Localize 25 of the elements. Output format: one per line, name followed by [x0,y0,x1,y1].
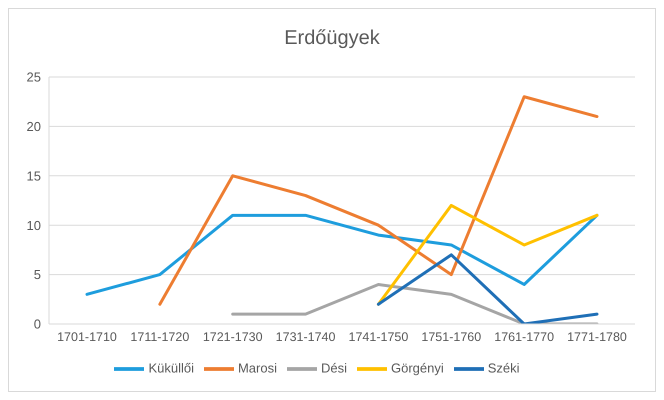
line-series [86,214,598,296]
y-tick-label: 20 [26,119,41,134]
legend-label: Széki [488,360,520,376]
x-tick-label: 1731-1740 [276,330,336,344]
line-series [231,282,598,324]
x-tick-label: 1761-1770 [494,330,554,344]
x-tick-label: 1711-1720 [130,330,190,344]
legend-label: Küküllői [148,360,194,376]
y-tick-label: 15 [26,168,41,184]
line-series [376,253,598,324]
x-tick-label: 1751-1760 [421,330,482,344]
legend-label: Marosi [238,360,277,376]
y-tick-label: 5 [34,267,41,282]
x-tick-label: 1701-1710 [57,330,117,344]
x-tick-label: 1741-1750 [348,330,408,344]
y-tick-label: 0 [34,316,41,332]
x-tick-label: 1721-1730 [202,330,263,344]
legend-label: Görgényi [391,360,444,376]
line-series [376,204,598,306]
y-tick-label: 25 [26,70,41,85]
chart-title: Erdőügyek [283,26,381,51]
line-series [158,95,598,306]
legend-label: Dési [320,360,347,376]
y-tick-label: 10 [26,218,41,233]
x-tick-label: 1771-1780 [567,330,627,344]
